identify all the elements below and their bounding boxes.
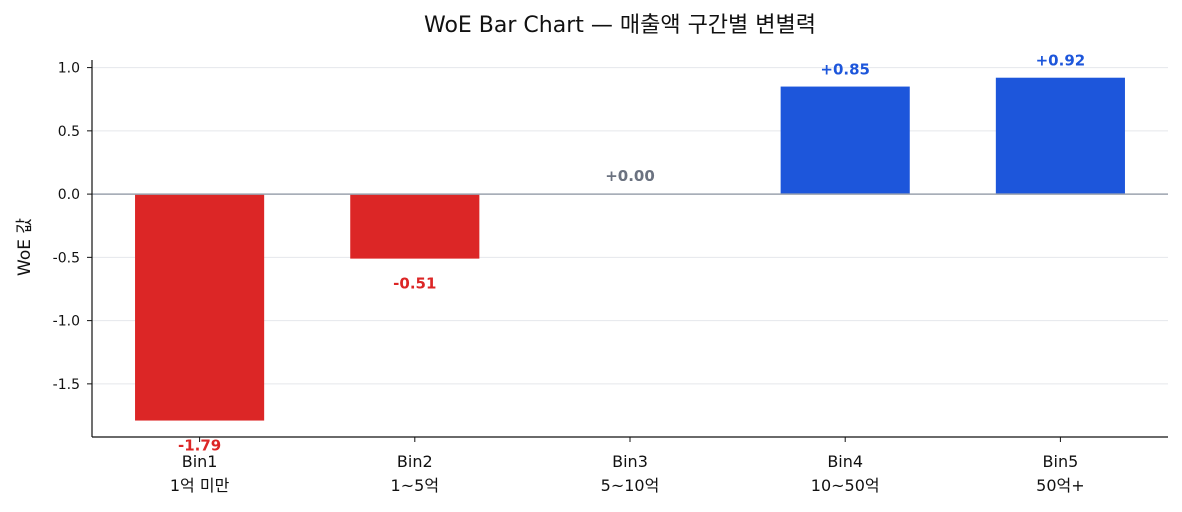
- data-label: +0.85: [820, 61, 870, 79]
- x-tick-label-bin: Bin1: [182, 452, 218, 471]
- data-label: -0.51: [393, 275, 436, 293]
- x-tick-label-range: 1~5억: [391, 476, 440, 495]
- x-tick-label-range: 1억 미만: [170, 476, 230, 495]
- data-label: -1.79: [178, 437, 221, 455]
- y-tick-label: -1.5: [53, 377, 80, 393]
- bars: [135, 77, 1125, 421]
- data-label: +0.92: [1036, 52, 1086, 70]
- y-tick-label: 0.5: [58, 124, 80, 140]
- x-tick-label-bin: Bin4: [827, 452, 863, 471]
- chart-title: WoE Bar Chart — 매출액 구간별 변별력: [424, 13, 816, 38]
- data-label: +0.00: [605, 167, 655, 185]
- bar-bin1: [135, 194, 265, 421]
- x-tick-label-bin: Bin5: [1043, 452, 1079, 471]
- y-tick-label: 1.0: [58, 61, 80, 77]
- x-tick-label-bin: Bin2: [397, 452, 433, 471]
- x-tick-label-range: 10~50억: [811, 476, 880, 495]
- x-tick-label-bin: Bin3: [612, 452, 648, 471]
- x-ticks: Bin1 1억 미만 Bin2 1~5억 Bin3 5~10억 Bin4 10~50억 Bin5…: [170, 437, 1085, 495]
- y-axis-label: WoE 값: [15, 218, 35, 276]
- x-tick-label-range: 50억+: [1036, 476, 1085, 495]
- bar-bin2: [350, 194, 480, 259]
- x-tick-label-range: 5~10억: [601, 476, 660, 495]
- bar-bin5: [995, 77, 1125, 195]
- bar-bin4: [780, 86, 910, 195]
- y-tick-label: -1.0: [53, 314, 80, 330]
- y-tick-label: -0.5: [53, 250, 80, 266]
- data-labels: -1.79 -0.51 +0.00 +0.85 +0.92: [178, 52, 1085, 455]
- y-tick-label: 0.0: [58, 187, 80, 203]
- y-ticks: 1.0 0.5 0.0 -0.5 -1.0 -1.5: [53, 61, 92, 393]
